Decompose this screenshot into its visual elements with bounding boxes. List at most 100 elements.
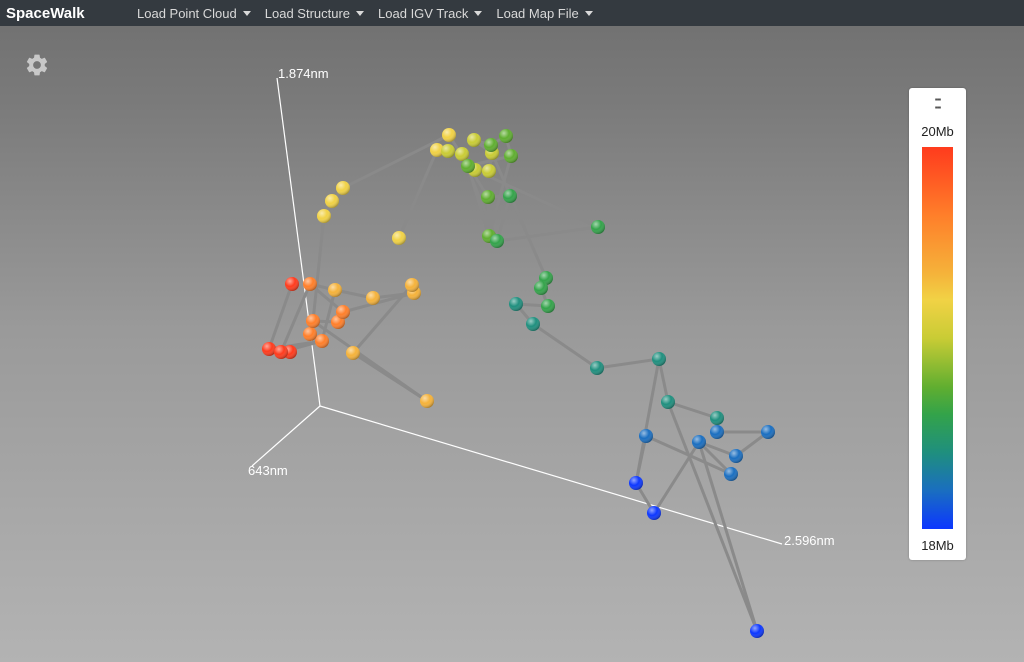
bead-shading: [484, 138, 498, 152]
bead[interactable]: [526, 317, 540, 331]
bead-shading: [285, 277, 299, 291]
depth-axis-label: 643nm: [248, 463, 288, 478]
menu-label: Load Structure: [264, 5, 351, 21]
bead[interactable]: [647, 506, 661, 520]
bead-shading: [461, 159, 475, 173]
bead-shading: [590, 361, 604, 375]
bead[interactable]: [490, 234, 504, 248]
bead[interactable]: [328, 283, 342, 297]
bead[interactable]: [710, 425, 724, 439]
bead[interactable]: [590, 361, 604, 375]
bead[interactable]: [710, 411, 724, 425]
menu-load-point-cloud[interactable]: Load Point Cloud: [137, 6, 251, 21]
tube-segment: [657, 357, 670, 404]
bead-shading: [455, 147, 469, 161]
bead-shading: [274, 345, 288, 359]
bead[interactable]: [629, 476, 643, 490]
bead-shading: [392, 231, 406, 245]
bead-shading: [534, 281, 548, 295]
bead-shading: [336, 181, 350, 195]
drag-handle-icon[interactable]: ▪▪▪ ▪▪▪: [934, 95, 942, 112]
bead[interactable]: [336, 305, 350, 319]
menu-label: Load Map File: [496, 5, 579, 21]
bead[interactable]: [509, 297, 523, 311]
bead[interactable]: [442, 128, 456, 142]
bead[interactable]: [499, 129, 513, 143]
bead[interactable]: [652, 352, 666, 366]
legend-min-label: 18Mb: [921, 538, 954, 553]
bead-shading: [420, 394, 434, 408]
bead-shading: [499, 129, 513, 143]
caret-down-icon: [474, 10, 483, 16]
3d-structure-viewport[interactable]: 1.874nm 643nm 2.596nm: [0, 26, 1024, 662]
bead-shading: [430, 143, 444, 157]
bead-shading: [724, 467, 738, 481]
bead[interactable]: [303, 277, 317, 291]
bead[interactable]: [591, 220, 605, 234]
color-legend[interactable]: ▪▪▪ ▪▪▪ 20Mb 18Mb: [909, 88, 966, 560]
bead-shading: [303, 327, 317, 341]
menu-load-structure[interactable]: Load Structure: [264, 5, 365, 21]
menu-load-igv-track[interactable]: Load IGV Track: [378, 6, 483, 21]
bead[interactable]: [504, 149, 518, 163]
bead[interactable]: [430, 143, 444, 157]
depth-axis: [251, 405, 321, 467]
tube-segment: [320, 288, 337, 343]
bead[interactable]: [761, 425, 775, 439]
bead[interactable]: [455, 147, 469, 161]
bead[interactable]: [724, 467, 738, 481]
navbar: SpaceWalk Load Point Cloud Load Structur…: [0, 0, 1024, 26]
tube-segment: [595, 357, 661, 370]
bead[interactable]: [346, 346, 360, 360]
bead[interactable]: [661, 395, 675, 409]
tube-segment: [697, 440, 759, 633]
bead[interactable]: [262, 342, 276, 356]
bead[interactable]: [420, 394, 434, 408]
bead[interactable]: [750, 624, 764, 638]
vertical-axis: [276, 77, 321, 407]
menu-label: Load Point Cloud: [137, 5, 237, 21]
tube-segment: [311, 214, 326, 323]
bead[interactable]: [392, 231, 406, 245]
bead[interactable]: [405, 278, 419, 292]
bead-shading: [729, 449, 743, 463]
bead[interactable]: [639, 429, 653, 443]
bead[interactable]: [461, 159, 475, 173]
bead-shading: [328, 283, 342, 297]
legend-max-label: 20Mb: [921, 124, 954, 139]
menu-load-map-file[interactable]: Load Map File: [496, 5, 593, 21]
tube-segment: [495, 194, 512, 243]
bead[interactable]: [481, 190, 495, 204]
bead[interactable]: [484, 138, 498, 152]
bead[interactable]: [534, 281, 548, 295]
bead[interactable]: [467, 133, 481, 147]
tube-segment: [341, 133, 451, 190]
bead[interactable]: [503, 189, 517, 203]
app-brand[interactable]: SpaceWalk: [6, 4, 85, 22]
bead-shading: [629, 476, 643, 490]
bead[interactable]: [366, 291, 380, 305]
bead-shading: [303, 277, 317, 291]
bead[interactable]: [306, 314, 320, 328]
bead-shading: [490, 234, 504, 248]
bead-shading: [504, 149, 518, 163]
bead[interactable]: [729, 449, 743, 463]
bead-shading: [591, 220, 605, 234]
bead[interactable]: [274, 345, 288, 359]
bead[interactable]: [336, 181, 350, 195]
bead[interactable]: [441, 144, 455, 158]
bead[interactable]: [285, 277, 299, 291]
tube-segment: [634, 357, 661, 485]
horizontal-axis-label: 2.596nm: [784, 533, 835, 548]
bead[interactable]: [325, 194, 339, 208]
bead[interactable]: [482, 164, 496, 178]
bead-shading: [442, 128, 456, 142]
bead[interactable]: [315, 334, 329, 348]
legend-color-ramp: [922, 147, 953, 529]
bead[interactable]: [303, 327, 317, 341]
bead[interactable]: [541, 299, 555, 313]
gear-icon[interactable]: [24, 52, 50, 78]
tube-segment: [666, 400, 719, 420]
bead[interactable]: [692, 435, 706, 449]
bead[interactable]: [317, 209, 331, 223]
